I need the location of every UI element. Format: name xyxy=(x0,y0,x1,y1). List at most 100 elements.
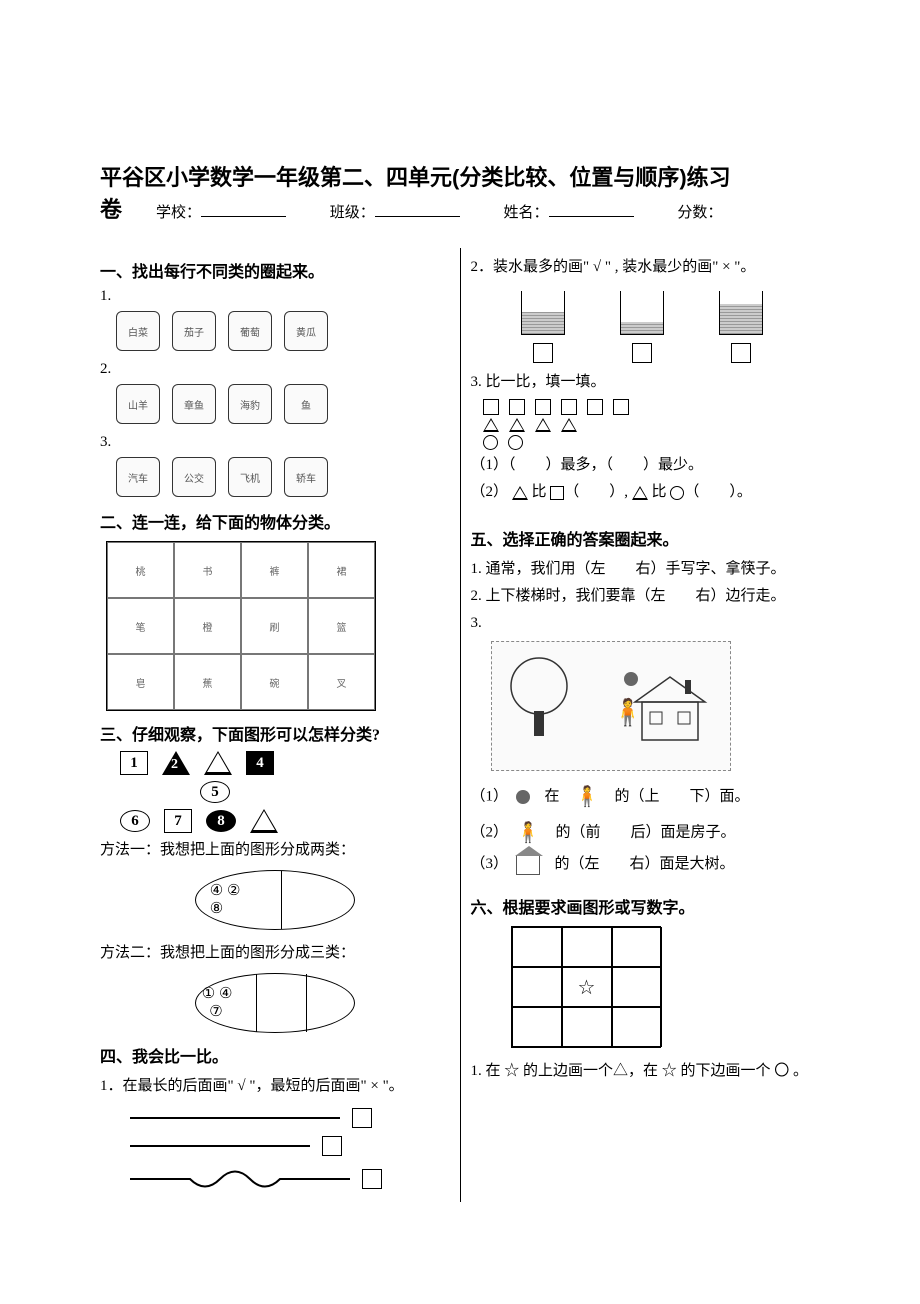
meta-line: 学校： 班级： 姓名： 分数： xyxy=(156,205,762,221)
balloon-inline-icon xyxy=(516,790,530,804)
girl-icon: 🧍 xyxy=(612,698,644,728)
right-column: 2．装水最多的画" √ " , 装水最少的画" × "。 3. 比一比，填一填。 xyxy=(471,248,821,1202)
s2-cell-banana-icon: 蕉 xyxy=(174,654,241,710)
grid-star-cell: ☆ xyxy=(562,967,612,1007)
s2-cell-bowl-icon: 碗 xyxy=(241,654,308,710)
s3-shapes-row3: 6 7 8 9 xyxy=(120,809,450,833)
grid-cell[interactable] xyxy=(562,1007,612,1047)
s5-q3-1: （1） 在 🧍 的（上 下）面。 xyxy=(471,779,821,815)
s4-q3-1: （1）（ ）最多，（ ）最少。 xyxy=(471,452,821,479)
fruit-grape-icon: 葡萄 xyxy=(228,311,272,351)
s5-q2: 2. 上下楼梯时，我们要靠（左 右）边行走。 xyxy=(471,583,821,610)
s3-shape-1: 1 xyxy=(120,751,148,775)
grid-cell[interactable] xyxy=(612,1007,662,1047)
veg-cucumber-icon: 黄瓜 xyxy=(284,311,328,351)
s1-row3: 汽车 公交 飞机 轿车 xyxy=(116,455,450,499)
s3-method2-label: 方法二：我想把上面的图形分成三类： xyxy=(100,940,450,967)
s4-q3-2: （2） 比 （ ）, 比 （ ）。 xyxy=(471,479,821,506)
s3-shape-6: 6 xyxy=(120,810,150,832)
balloon-icon xyxy=(624,672,638,686)
sq-row xyxy=(483,399,821,415)
s3-shape-8: 8 xyxy=(206,810,236,832)
s3-shape-7: 7 xyxy=(164,809,192,833)
line-1 xyxy=(130,1117,340,1119)
s2-cell-peach-icon: 桃 xyxy=(107,542,174,598)
s3-heading: 三、仔细观察，下面图形可以怎样分类? xyxy=(100,721,450,745)
mini-tri-icon xyxy=(483,418,499,432)
s3-shape-4: 4 xyxy=(246,751,274,775)
school-label: 学校： xyxy=(156,205,201,221)
name-blank[interactable] xyxy=(549,203,634,217)
line-3-curly xyxy=(130,1164,350,1194)
s4-q2: 2．装水最多的画" √ " , 装水最少的画" × "。 xyxy=(471,254,821,281)
beaker-1-box[interactable] xyxy=(533,343,553,363)
s2-grid: 桃 书 裤 裙 笔 橙 刷 篮 皂 蕉 碗 叉 xyxy=(106,541,376,711)
inline-circ-icon xyxy=(670,486,684,500)
vehicle-bus-icon: 公交 xyxy=(172,457,216,497)
s3-shape-3: 3 xyxy=(204,751,232,775)
s3-shapes-row2: 5 xyxy=(200,781,450,803)
vehicle-car-icon: 汽车 xyxy=(116,457,160,497)
s1-row1: 白菜 茄子 葡萄 黄瓜 xyxy=(116,309,450,353)
animal-fish-icon: 鱼 xyxy=(284,384,328,424)
grid-cell[interactable] xyxy=(612,967,662,1007)
s3-method2-oval: ① ④ ⑦ xyxy=(195,973,355,1033)
s2-cell-soap-icon: 皂 xyxy=(107,654,174,710)
s2-cell-basket-icon: 篮 xyxy=(308,598,375,654)
beaker-2 xyxy=(620,291,664,335)
veg-cabbage-icon: 白菜 xyxy=(116,311,160,351)
line-2 xyxy=(130,1145,310,1147)
class-blank[interactable] xyxy=(375,203,460,217)
school-blank[interactable] xyxy=(201,203,286,217)
s5-heading: 五、选择正确的答案圈起来。 xyxy=(471,526,821,550)
line-3-box[interactable] xyxy=(362,1169,382,1189)
vehicle-plane-icon: 飞机 xyxy=(228,457,272,497)
s1-q2-num: 2. xyxy=(100,361,450,378)
beaker-3-box[interactable] xyxy=(731,343,751,363)
beaker-3 xyxy=(719,291,763,335)
grid-cell[interactable] xyxy=(562,927,612,967)
s5-q3-num: 3. xyxy=(471,610,821,637)
s6-q1: 1. 在 ☆ 的上边画一个△，在 ☆ 的下边画一个 〇 。 xyxy=(471,1058,821,1085)
worksheet-title-2: 卷 xyxy=(100,192,122,224)
beaker-1 xyxy=(521,291,565,335)
animal-seal-icon: 海豹 xyxy=(228,384,272,424)
beaker-row xyxy=(521,291,821,363)
s4-heading: 四、我会比一比。 xyxy=(100,1043,450,1067)
s4-q1: 1．在最长的后面画" √ "，最短的后面画" × "。 xyxy=(100,1073,450,1100)
s1-row2: 山羊 章鱼 海豹 鱼 xyxy=(116,382,450,426)
animal-goat-icon: 山羊 xyxy=(116,384,160,424)
s5-q3-3: （3） 的（左 右）面是大树。 xyxy=(471,851,821,878)
girl-inline-icon: 🧍 xyxy=(575,779,600,815)
mini-circ-icon xyxy=(483,435,498,450)
s2-heading: 二、连一连，给下面的物体分类。 xyxy=(100,509,450,533)
s1-q3-num: 3. xyxy=(100,434,450,451)
grid-cell[interactable] xyxy=(612,927,662,967)
s3-shapes-row1: 1 2 3 4 xyxy=(120,751,450,775)
grid-cell[interactable] xyxy=(512,927,562,967)
s2-cell-orange-icon: 橙 xyxy=(174,598,241,654)
s2-cell-fork-icon: 叉 xyxy=(308,654,375,710)
s5-q1: 1. 通常，我们用（左 右）手写字、拿筷子。 xyxy=(471,556,821,583)
s2-cell-brush-icon: 刷 xyxy=(241,598,308,654)
tree-icon xyxy=(504,656,574,736)
s6-grid: ☆ xyxy=(511,926,661,1048)
s3-shape-9: 9 xyxy=(250,809,278,833)
line-2-box[interactable] xyxy=(322,1136,342,1156)
line-1-box[interactable] xyxy=(352,1108,372,1128)
column-divider xyxy=(460,248,461,1202)
name-label: 姓名： xyxy=(504,205,549,221)
beaker-2-box[interactable] xyxy=(632,343,652,363)
veg-eggplant-icon: 茄子 xyxy=(172,311,216,351)
s2-cell-book-icon: 书 xyxy=(174,542,241,598)
s4-lines xyxy=(130,1108,450,1194)
s1-heading: 一、找出每行不同类的圈起来。 xyxy=(100,258,450,282)
mini-sq-icon xyxy=(483,399,499,415)
left-column: 一、找出每行不同类的圈起来。 1. 白菜 茄子 葡萄 黄瓜 2. 山羊 章鱼 海… xyxy=(100,248,450,1202)
grid-cell[interactable] xyxy=(512,1007,562,1047)
s2-cell-pants-icon: 裤 xyxy=(241,542,308,598)
worksheet-title: 平谷区小学数学一年级第二、四单元(分类比较、位置与顺序)练习 xyxy=(100,160,820,192)
inline-sq-icon xyxy=(550,486,564,500)
vehicle-sedan-icon: 轿车 xyxy=(284,457,328,497)
grid-cell[interactable] xyxy=(512,967,562,1007)
